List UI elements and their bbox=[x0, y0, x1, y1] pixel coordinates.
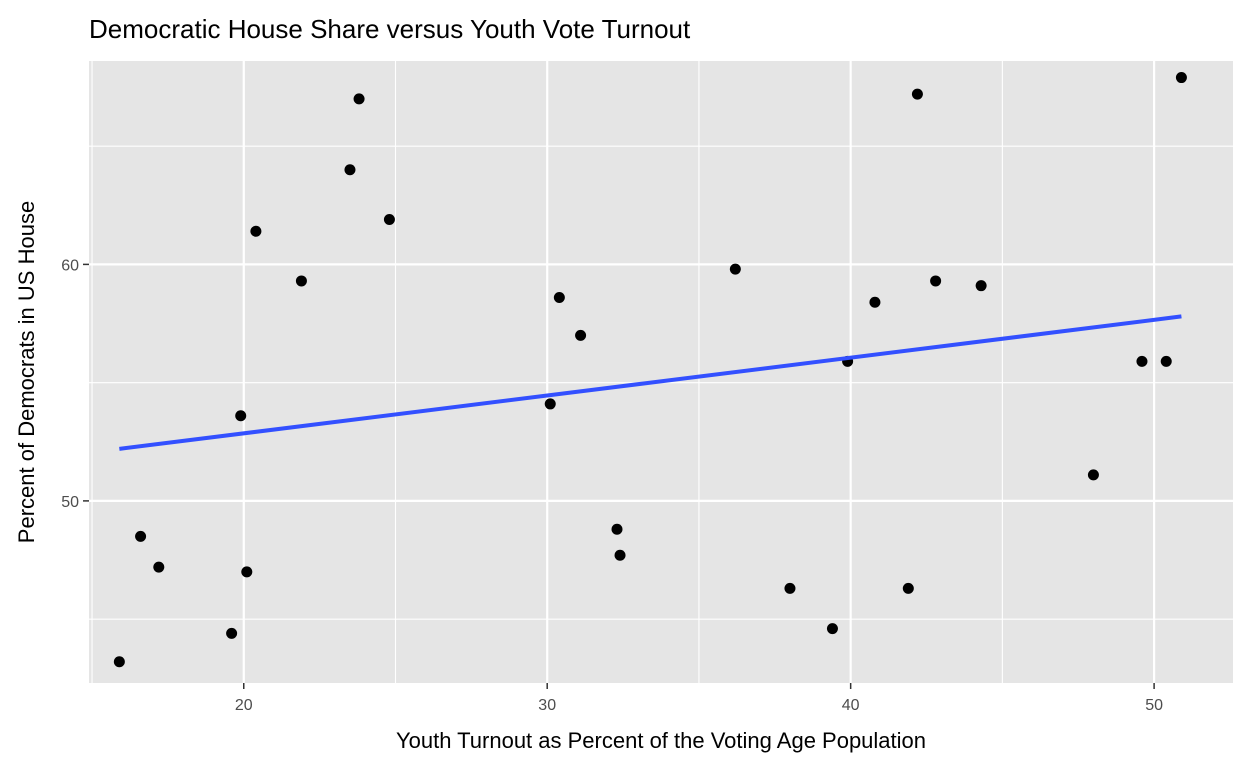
scatter-point bbox=[113, 656, 125, 668]
scatter-point bbox=[930, 275, 942, 287]
scatter-point bbox=[235, 410, 247, 422]
x-tick-label: 40 bbox=[842, 697, 860, 714]
y-tick-label: 50 bbox=[61, 494, 79, 511]
trend-line bbox=[119, 314, 1182, 451]
scatter-point bbox=[250, 225, 262, 237]
scatter-point bbox=[784, 582, 796, 594]
scatter-point bbox=[975, 280, 987, 292]
scatter-point bbox=[544, 398, 556, 410]
x-axis-title: Youth Turnout as Percent of the Voting A… bbox=[396, 728, 926, 753]
data-points bbox=[113, 72, 1187, 668]
scatter-point bbox=[729, 263, 741, 275]
x-tick-label: 50 bbox=[1145, 697, 1163, 714]
scatter-point bbox=[344, 164, 356, 176]
plot-panel bbox=[89, 61, 1233, 683]
scatter-point bbox=[153, 561, 165, 573]
scatter-point bbox=[135, 530, 147, 542]
scatter-point bbox=[614, 549, 626, 561]
scatter-point bbox=[1136, 355, 1148, 367]
scatter-point bbox=[611, 523, 623, 535]
scatter-point bbox=[902, 582, 914, 594]
y-axis: 50 60 bbox=[61, 257, 89, 511]
y-tick-label: 60 bbox=[61, 257, 79, 274]
trend-line-layer bbox=[119, 314, 1182, 451]
scatter-point bbox=[911, 88, 923, 100]
scatter-point bbox=[1087, 469, 1099, 481]
scatter-point bbox=[553, 292, 565, 304]
scatter-point bbox=[241, 566, 253, 578]
x-tick-label: 30 bbox=[538, 697, 556, 714]
scatter-point bbox=[1160, 355, 1172, 367]
x-tick-label: 20 bbox=[235, 697, 253, 714]
y-axis-title: Percent of Democrats in US House bbox=[14, 201, 39, 543]
scatter-point bbox=[826, 623, 838, 635]
major-gridlines bbox=[89, 61, 1233, 683]
scatter-point bbox=[575, 329, 587, 341]
scatter-point bbox=[869, 296, 881, 308]
scatter-point bbox=[353, 93, 365, 105]
scatter-point bbox=[383, 213, 395, 225]
chart-title: Democratic House Share versus Youth Vote… bbox=[89, 14, 691, 44]
x-axis: 20 30 40 50 bbox=[235, 683, 1163, 714]
scatter-point bbox=[1175, 72, 1187, 84]
scatter-point bbox=[226, 627, 238, 639]
scatter-point bbox=[295, 275, 307, 287]
